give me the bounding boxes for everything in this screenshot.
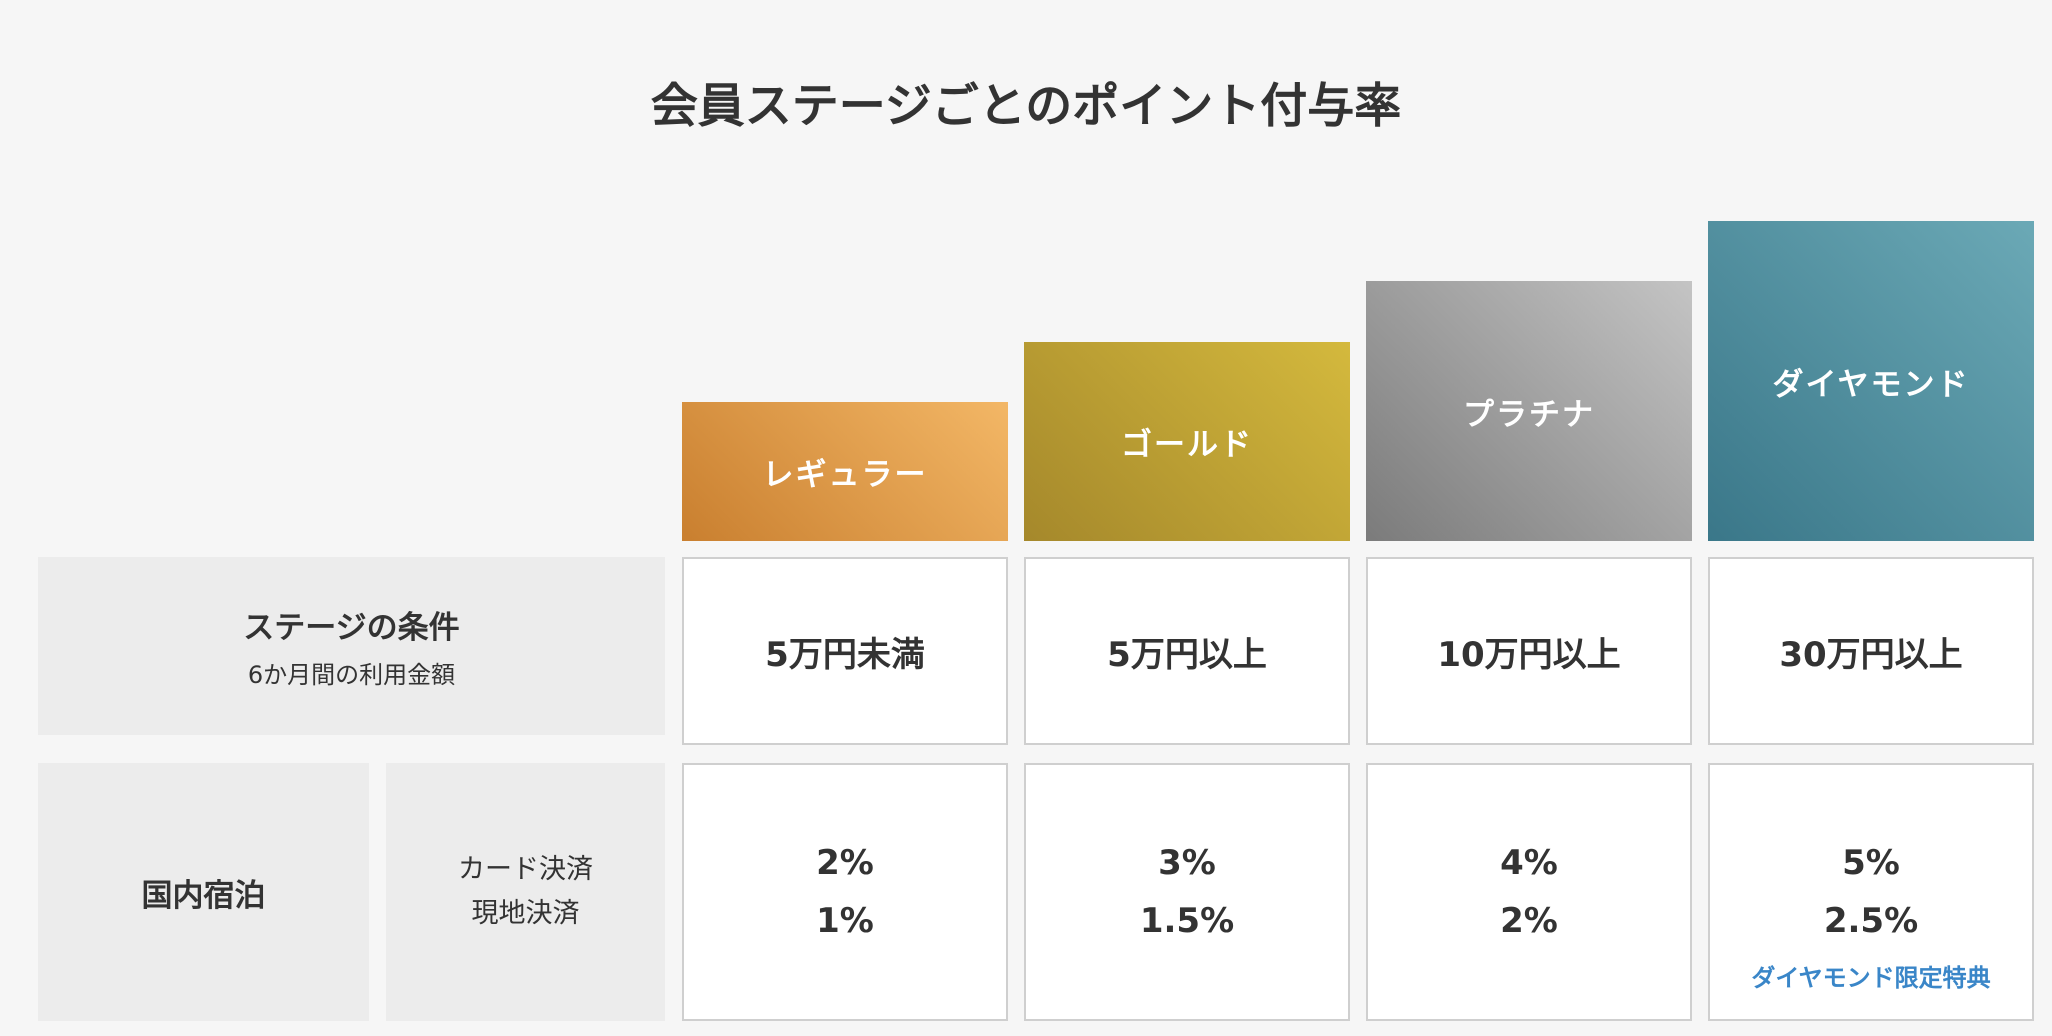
local-rate: 2.5% <box>1823 901 1919 941</box>
stage-header: レギュラー <box>682 402 1008 541</box>
card-rate: 2% <box>816 843 874 883</box>
stage-name: レギュラー <box>762 457 928 493</box>
title: 会員ステージごとのポイント付与率 <box>650 78 1402 134</box>
condition-cell: 30万円以上 <box>1708 557 2034 745</box>
method: 現地決済 <box>471 898 580 929</box>
stage-header: ゴールド <box>1024 342 1350 541</box>
condition-label: ステージの条件 6か月間の利用金額 <box>38 557 665 735</box>
domestic-label: 国内宿泊 <box>38 763 369 1021</box>
rate-cell: 2% 1% <box>682 763 1008 1021</box>
card-rate: 3% <box>1158 843 1216 883</box>
condition-cell: 5万円未満 <box>682 557 1008 745</box>
diamond-note[interactable]: ダイヤモンド限定特典 <box>1751 964 1991 992</box>
local-rate: 1% <box>816 901 874 941</box>
stage-name: ゴールド <box>1121 427 1253 463</box>
rate-cell: 4% 2% <box>1366 763 1692 1021</box>
local-rate: 2% <box>1500 901 1558 941</box>
condition-cell: 10万円以上 <box>1366 557 1692 745</box>
label-text: ステージの条件 <box>243 610 460 646</box>
rate-cell: 3% 1.5% <box>1024 763 1350 1021</box>
stage-header: ダイヤモンド <box>1708 221 2034 541</box>
stage-name: ダイヤモンド <box>1772 366 1970 403</box>
rate-cell: 5% 2.5% ダイヤモンド限定特典 <box>1708 763 2034 1021</box>
payment-methods: カード決済 現地決済 <box>386 763 665 1021</box>
local-rate: 1.5% <box>1139 901 1235 941</box>
method: カード決済 <box>458 854 593 885</box>
label-subtext: 6か月間の利用金額 <box>247 661 456 689</box>
card-rate: 5% <box>1842 843 1900 883</box>
condition-cell: 5万円以上 <box>1024 557 1350 745</box>
stage-header: プラチナ <box>1366 281 1692 541</box>
card-rate: 4% <box>1500 843 1558 883</box>
stage-name: プラチナ <box>1463 396 1595 433</box>
